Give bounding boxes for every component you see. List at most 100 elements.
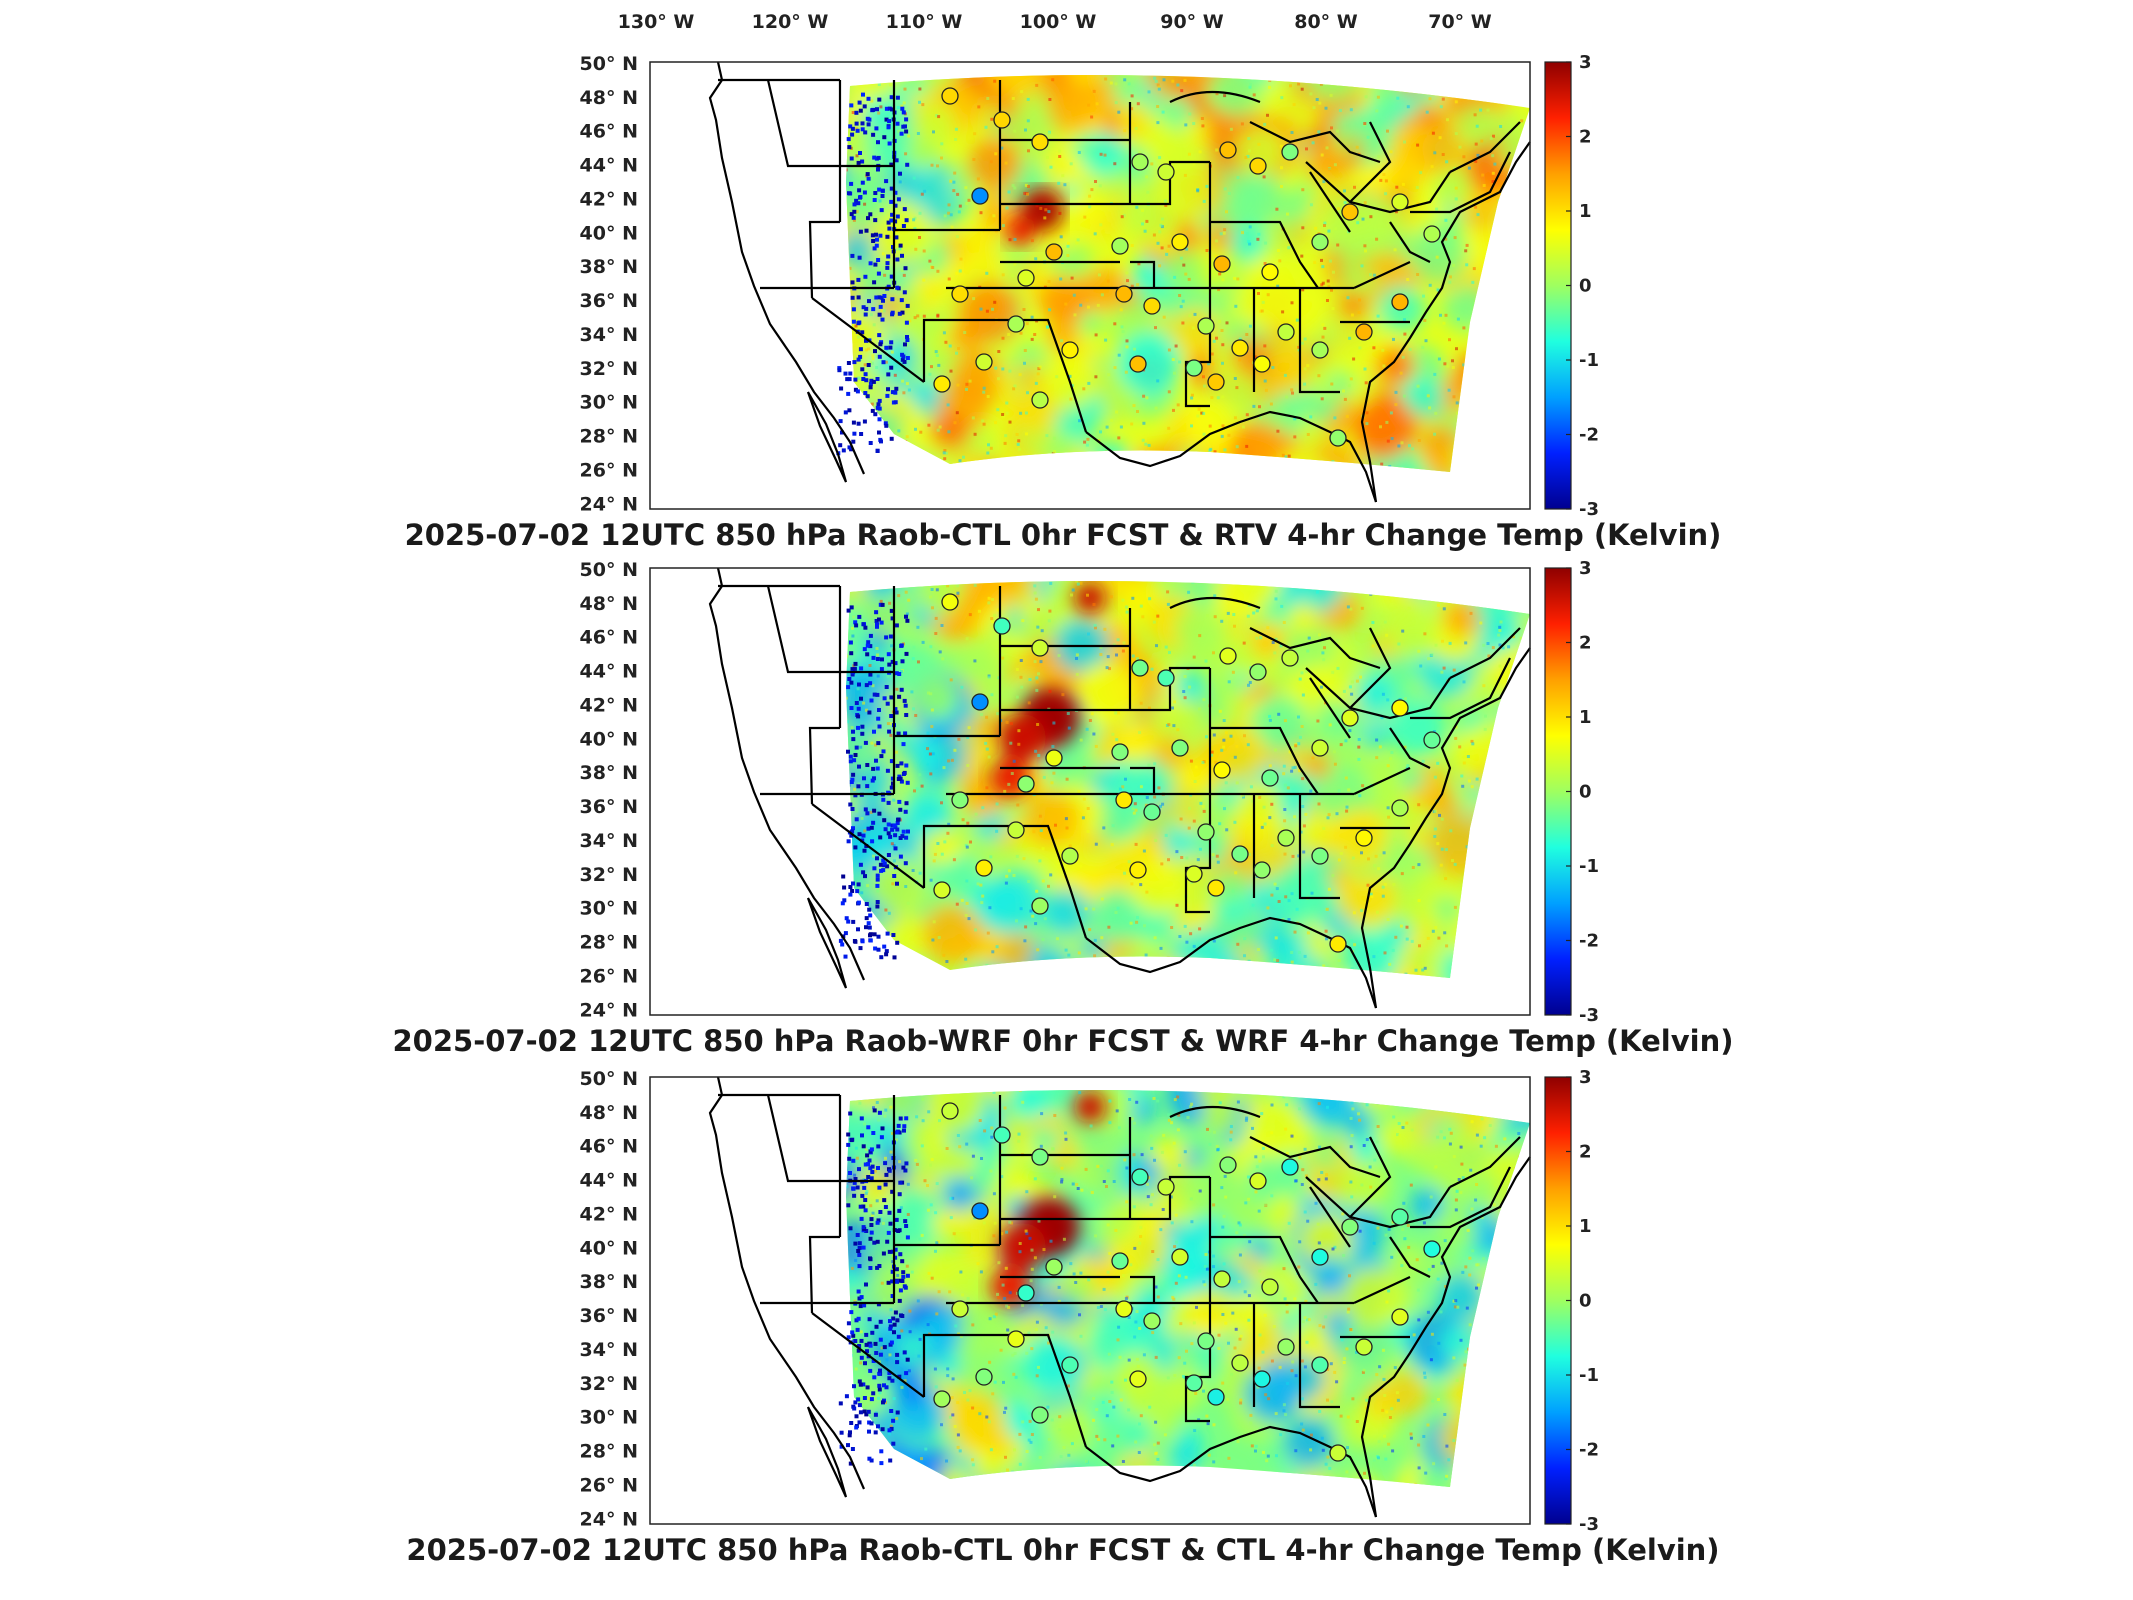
station-marker [1391,1308,1409,1326]
lat-label: 26° N [580,459,638,481]
station-marker [1219,647,1237,665]
lat-label: 36° N [580,290,638,312]
lat-label: 24° N [580,1508,638,1530]
colorbar-tick-label: -3 [1579,1514,1599,1535]
station-marker [941,1102,959,1120]
station-marker [1253,355,1271,373]
station-marker [1281,143,1299,161]
station-marker [1171,233,1189,251]
latitude-labels: 50° N 48° N 46° N 44° N 42° N 40° N 38° N 36° N… [580,559,638,1021]
lat-label: 38° N [580,762,638,784]
station-marker [1129,1370,1147,1388]
lat-label: 44° N [580,661,638,683]
lat-label: 30° N [580,392,638,414]
lon-label: 100° W [1020,11,1097,33]
latitude-labels: 50° N 48° N 46° N 44° N 42° N 40° N 38° N 36° N… [580,53,638,515]
station-marker [1341,709,1359,727]
station-marker [1249,1172,1267,1190]
map-panel: 50° N 48° N 46° N 44° N 42° N 40° N 38° N 36° N… [392,558,1733,1058]
station-marker [933,881,951,899]
lat-label: 28° N [580,1441,638,1463]
lat-label: 36° N [580,1305,638,1327]
station-marker [1207,373,1225,391]
station-marker [1261,263,1279,281]
station-marker [1061,1356,1079,1374]
panel-title: 2025-07-02 12UTC 850 hPa Raob-CTL 0hr FC… [405,518,1722,552]
lat-label: 28° N [580,932,638,954]
lat-label: 30° N [580,898,638,920]
panel-title: 2025-07-02 12UTC 850 hPa Raob-WRF 0hr FC… [392,1024,1733,1058]
colorbar-tick-label: 2 [1579,127,1592,148]
station-marker [1129,861,1147,879]
lat-label: 46° N [580,1136,638,1158]
station-marker [933,1390,951,1408]
station-marker [975,1368,993,1386]
station-marker [1045,243,1063,261]
station-marker [1219,141,1237,159]
station-marker [1061,341,1079,359]
lon-label: 70° W [1428,11,1492,33]
station-marker [1311,341,1329,359]
station-marker [1281,649,1299,667]
lon-label: 120° W [752,11,829,33]
station-marker [1185,865,1203,883]
station-marker [1111,237,1129,255]
station-marker [971,693,989,711]
lat-label: 42° N [580,1204,638,1226]
colorbar: 3 2 1 0 -1 -2 -3 [1544,52,1599,520]
station-marker [1341,1218,1359,1236]
lat-label: 40° N [580,1237,638,1259]
state-boundaries [708,567,1531,1009]
latitude-labels: 50° N 48° N 46° N 44° N 42° N 40° N 38° N 36° N… [580,1068,638,1530]
lat-label: 24° N [580,999,638,1021]
lat-label: 48° N [580,593,638,615]
station-marker [1045,1258,1063,1276]
station-marker [1261,769,1279,787]
station-marker [1391,699,1409,717]
station-marker [1115,791,1133,809]
lon-label: 90° W [1160,11,1224,33]
station-marker [1171,739,1189,757]
station-marker [933,375,951,393]
colorbar-tick-label: 0 [1579,276,1592,297]
lat-label: 46° N [580,627,638,649]
station-marker [1131,659,1149,677]
map-frame [649,567,1531,1016]
station-marker [1213,761,1231,779]
state-boundaries [708,61,1531,503]
colorbar-tick-label: 1 [1579,201,1592,222]
station-marker [1143,297,1161,315]
station-marker [1391,193,1409,211]
station-marker [1017,269,1035,287]
station-marker [1253,861,1271,879]
lat-label: 42° N [580,695,638,717]
station-marker [1197,823,1215,841]
station-marker [1213,1270,1231,1288]
colorbar: 3 2 1 0 -1 -2 -3 [1544,1067,1599,1535]
station-marker [971,1202,989,1220]
station-marker [1031,391,1049,409]
station-marker [1129,355,1147,373]
station-marker [1157,669,1175,687]
colorbar-tick-label: 2 [1579,1142,1592,1163]
station-marker [1131,1168,1149,1186]
raob-stations [933,87,1441,447]
lat-label: 30° N [580,1407,638,1429]
station-marker [1277,323,1295,341]
station-marker [1143,1312,1161,1330]
colorbar-tick-label: -2 [1579,425,1599,446]
lat-label: 28° N [580,426,638,448]
colorbar-tick-label: -3 [1579,1005,1599,1026]
colorbar-tick-label: 0 [1579,1291,1592,1312]
lat-label: 32° N [580,864,638,886]
station-marker [1017,1284,1035,1302]
station-marker [1311,1356,1329,1374]
station-marker [1355,1338,1373,1356]
station-marker [1311,1248,1329,1266]
colorbar-tick-label: -1 [1579,350,1599,371]
station-marker [1391,293,1409,311]
station-marker [1329,1444,1347,1462]
station-marker [1157,163,1175,181]
station-marker [1391,1208,1409,1226]
